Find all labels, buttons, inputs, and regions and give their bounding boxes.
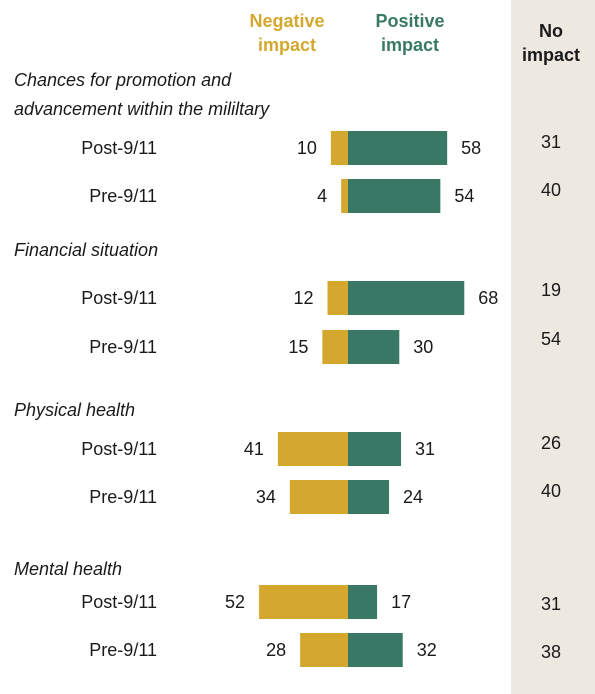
group-title: Mental health xyxy=(14,559,122,579)
negative-value-label: 34 xyxy=(256,487,276,507)
no-impact-value: 38 xyxy=(541,642,561,662)
negative-bar xyxy=(327,281,348,315)
negative-bar xyxy=(277,432,348,466)
group-title: Physical health xyxy=(14,400,135,420)
group-title: Chances for promotion and xyxy=(14,70,232,90)
positive-impact-header: impact xyxy=(381,35,439,55)
negative-value-label: 10 xyxy=(297,138,317,158)
positive-bar xyxy=(348,330,400,364)
negative-bar xyxy=(330,131,348,165)
positive-bar xyxy=(348,585,378,619)
negative-impact-header: impact xyxy=(258,35,316,55)
row-label: Post-9/11 xyxy=(81,288,157,308)
row-label: Post-9/11 xyxy=(81,439,157,459)
positive-value-label: 58 xyxy=(461,138,481,158)
positive-impact-header: Positive xyxy=(375,11,444,31)
positive-bar xyxy=(348,131,448,165)
positive-value-label: 17 xyxy=(391,592,411,612)
negative-bar xyxy=(289,480,348,514)
positive-bar xyxy=(348,281,465,315)
positive-bar xyxy=(348,633,403,667)
negative-impact-header: Negative xyxy=(249,11,324,31)
no-impact-column-bg xyxy=(511,0,595,694)
row-label: Pre-9/11 xyxy=(89,640,157,660)
negative-value-label: 28 xyxy=(266,640,286,660)
no-impact-value: 31 xyxy=(541,132,561,152)
no-impact-value: 54 xyxy=(541,329,561,349)
negative-bar xyxy=(341,179,348,213)
positive-value-label: 68 xyxy=(478,288,498,308)
positive-value-label: 31 xyxy=(415,439,435,459)
positive-bar xyxy=(348,179,441,213)
row-label: Pre-9/11 xyxy=(89,487,157,507)
negative-value-label: 52 xyxy=(225,592,245,612)
positive-bar xyxy=(348,432,402,466)
negative-value-label: 4 xyxy=(317,186,327,206)
positive-value-label: 54 xyxy=(454,186,474,206)
no-impact-value: 19 xyxy=(541,280,561,300)
group-title: advancement within the mililtary xyxy=(14,99,270,119)
negative-bar xyxy=(259,585,348,619)
row-label: Post-9/11 xyxy=(81,138,157,158)
group-title: Financial situation xyxy=(14,240,158,260)
positive-value-label: 30 xyxy=(413,337,433,357)
no-impact-value: 40 xyxy=(541,481,561,501)
negative-bar xyxy=(322,330,348,364)
no-impact-value: 26 xyxy=(541,433,561,453)
positive-bar xyxy=(348,480,390,514)
positive-value-label: 24 xyxy=(403,487,423,507)
positive-value-label: 32 xyxy=(417,640,437,660)
row-label: Pre-9/11 xyxy=(89,337,157,357)
no-impact-value: 31 xyxy=(541,594,561,614)
negative-value-label: 12 xyxy=(293,288,313,308)
row-label: Post-9/11 xyxy=(81,592,157,612)
no-impact-header: No xyxy=(539,21,563,41)
no-impact-header: impact xyxy=(522,45,580,65)
no-impact-value: 40 xyxy=(541,180,561,200)
row-label: Pre-9/11 xyxy=(89,186,157,206)
negative-value-label: 15 xyxy=(288,337,308,357)
negative-bar xyxy=(300,633,348,667)
negative-value-label: 41 xyxy=(244,439,264,459)
